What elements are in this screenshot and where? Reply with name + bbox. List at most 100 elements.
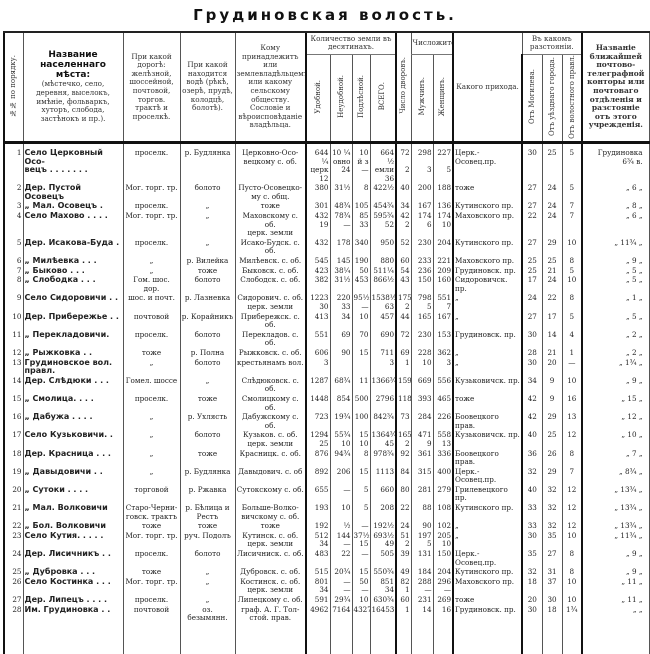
cell-dist-uezd: 24 <box>541 211 563 238</box>
cell-land-total: 866½ <box>369 275 397 294</box>
cell-male: 236 <box>410 265 434 276</box>
cell-parish: „ <box>452 521 523 531</box>
table-body: 1 Село Церковный Осо- вецъ . . . . . . .п… <box>3 142 650 654</box>
cell-parish: Боовецкого прав. <box>452 412 523 431</box>
cell-land-total: 1366¾ <box>369 375 397 394</box>
header-post-label: Названіе ближайшей почтово-телеграфной к… <box>587 42 645 130</box>
header-name-title: Название населеннаго мѣста: <box>40 50 106 81</box>
cell-number: 3 <box>3 201 23 212</box>
cell-land-total: 978¾ <box>369 448 397 467</box>
cell-land-podles: 95½ — <box>351 293 370 312</box>
cell-dist-mogilev: 34 <box>521 375 543 394</box>
cell-parish: Кутинского пр. <box>452 503 523 522</box>
cell-water: р. Будлянка <box>179 142 235 184</box>
cell-land-udob: 606 <box>305 347 330 358</box>
cell-land-udob: 1287 <box>305 375 330 394</box>
cell-name: Село Кузьковичи. . <box>22 430 123 449</box>
cell-name: Село Церковный Осо- вецъ . . . . . . . <box>22 142 123 184</box>
cell-land-udob: 382 <box>305 275 330 294</box>
cell-parish: тоже <box>452 595 523 605</box>
cell-owner: Смолицкому с. об. <box>234 393 306 413</box>
cell-land-neudob: 31½ <box>329 275 352 294</box>
cell-road: проселк. <box>122 142 180 184</box>
cell-name: Грудиновское вол. правл. <box>22 357 123 376</box>
cell-female: 279 <box>432 484 454 504</box>
cell-dist-uezd: 20 <box>541 357 563 376</box>
cell-road: Гомел. шоссе <box>122 375 180 394</box>
cell-land-neudob: 7164 <box>329 604 352 623</box>
cell-dist-volost: 10 <box>561 275 583 294</box>
cell-female: 205 10 <box>432 530 454 550</box>
cell-owner: Церковно-Осо- вецкому с. об. <box>234 142 306 184</box>
cell-land-udob: 432 19 <box>305 211 330 238</box>
cell-yards: 49 <box>395 567 412 577</box>
table-row: 2 Дер. Пустой Осовецъ Мог. торг. тр. болото… <box>3 183 650 202</box>
cell-female: 556 <box>432 375 454 394</box>
cell-land-udob: 512 34 <box>305 530 330 550</box>
header-residents: Числожителей. <box>410 31 454 55</box>
cell-dist-mogilev: 30 <box>521 142 543 184</box>
cell-male: 361 <box>410 448 434 467</box>
cell-parish: Церк.-Осовец.пр. <box>452 549 523 568</box>
cell-dist-mogilev: 27 <box>521 201 543 212</box>
cell-male: 393 <box>410 393 434 413</box>
cell-number: 24 <box>3 549 23 568</box>
cell-land-neudob: 20¾ <box>329 567 352 577</box>
cell-dist-mogilev: 20 <box>521 595 543 605</box>
cell-land-total: 192½ <box>369 521 397 531</box>
header-land-udob-label: Удобной. <box>313 79 322 114</box>
cell-land-udob: 192 <box>305 521 330 531</box>
cell-parish: Маховского пр. <box>452 256 523 266</box>
cell-dist-volost: 12 <box>561 430 583 449</box>
cell-dist-uezd: 14 <box>541 329 563 348</box>
cell-land-udob: 1223 30 <box>305 293 330 312</box>
cell-yards: 34 <box>395 201 412 212</box>
cell-owner: Кузьков. с. об. церк. земли <box>234 430 306 449</box>
cell-female: 204 <box>432 567 454 577</box>
cell-dist-volost: 5 <box>561 265 583 276</box>
cell-male: 231 <box>410 595 434 605</box>
cell-male: 90 <box>410 521 434 531</box>
cell-land-podles: 4327 <box>351 604 370 623</box>
cell-female: 102 <box>432 521 454 531</box>
cell-yards: 1 <box>395 357 412 376</box>
cell-number: 18 <box>3 448 23 467</box>
cell-post: „ 12 „ <box>581 412 650 431</box>
cell-dist-uezd: 22 <box>541 293 563 312</box>
table-row: 25 „ Дубровка . . . тоже „ Дубровск. с. об. 5… <box>3 567 650 577</box>
cell-dist-uezd: 25 <box>541 256 563 266</box>
cell-name: „ Рыжковка . . <box>22 347 123 358</box>
cell-yards: 84 <box>395 466 412 485</box>
cell-owner: Сутокскому с. об. <box>234 484 306 504</box>
cell-dist-volost: 12 <box>561 521 583 531</box>
cell-male: 230 <box>410 237 434 257</box>
header-dist-volost: Отъ волостного правл. <box>561 54 583 143</box>
cell-post: „ „ <box>581 604 650 623</box>
table-row: 10 Дер. Прибережье . . почтовой р. Корайник… <box>3 311 650 330</box>
cell-name: Дер. Слѣдюки . . . <box>22 375 123 394</box>
cell-land-total: 880 <box>369 256 397 266</box>
cell-land-total: 664 ½ емли 36 <box>369 142 397 184</box>
cell-dist-mogilev: 30 <box>521 530 543 550</box>
cell-name: Дер. Липецъ . . . . <box>22 595 123 605</box>
cell-road: тоже <box>122 521 180 531</box>
table-row: 12 „ Рыжковка . . тоже р. Полна Рыжковск. с.… <box>3 347 650 358</box>
cell-parish: тоже <box>452 183 523 202</box>
cell-male: 228 <box>410 347 434 358</box>
cell-road: Мог. торг. тр. <box>122 530 180 550</box>
cell-empty <box>179 622 235 654</box>
cell-land-total: 595¾ 52 <box>369 211 397 238</box>
cell-name: Дер. Прибережье . . <box>22 311 123 330</box>
cell-land-neudob: 10 ¼ овно 24 <box>329 142 352 184</box>
cell-post: „ 6 „ <box>581 211 650 238</box>
cell-road: почтовой <box>122 604 180 623</box>
cell-male: 798 5 <box>410 293 434 312</box>
cell-owner: Прибережск. с. об. <box>234 311 306 330</box>
cell-post: „ 11 „ <box>581 595 650 605</box>
cell-yards: 40 <box>395 183 412 202</box>
cell-land-neudob <box>329 357 352 376</box>
cell-land-podles: 50 — <box>351 576 370 596</box>
cell-female: 160 <box>432 275 454 294</box>
header-dist-mogilev: Отъ Могилева. <box>521 54 543 143</box>
cell-dist-uezd: 24 <box>541 201 563 212</box>
